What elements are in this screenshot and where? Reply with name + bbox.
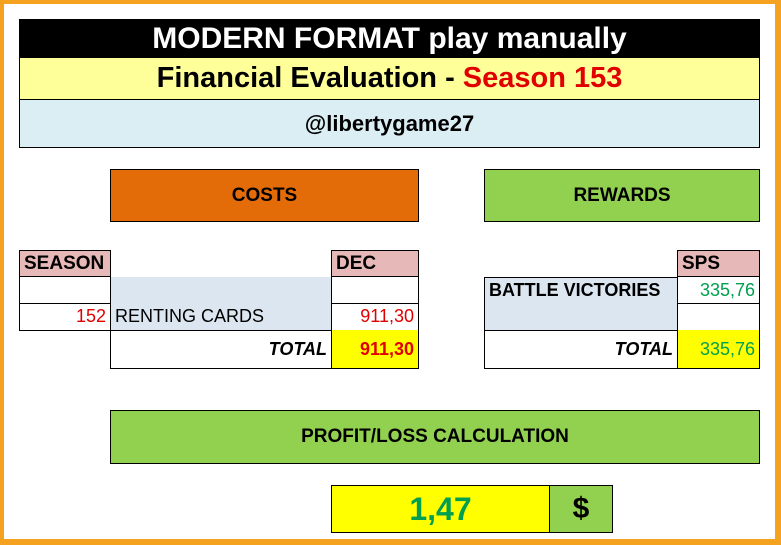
subtitle-prefix: Financial Evaluation - xyxy=(156,62,463,94)
costs-currency-header-label: DEC xyxy=(336,252,377,274)
costs-total-value: 911,30 xyxy=(331,330,419,369)
costs-row-1-value xyxy=(331,277,419,304)
costs-heading: COSTS xyxy=(110,169,419,222)
rewards-total-value: 335,76 xyxy=(677,330,760,369)
costs-heading-label: COSTS xyxy=(231,184,298,206)
costs-row-2-season-text: 152 xyxy=(75,306,106,326)
rewards-currency-header: SPS xyxy=(677,250,760,277)
spreadsheet: MODERN FORMAT play manually Financial Ev… xyxy=(4,4,775,539)
profit-loss-heading-label: PROFIT/LOSS CALCULATION xyxy=(301,426,569,447)
costs-total-value-text: 911,30 xyxy=(359,338,414,359)
costs-row-2-value-text: 911,30 xyxy=(360,306,414,326)
costs-currency-header: DEC xyxy=(331,250,419,277)
costs-row-1-season xyxy=(19,277,111,304)
costs-row-2-value: 911,30 xyxy=(331,303,419,331)
rewards-row-1-label-text: BATTLE VICTORIES xyxy=(489,280,661,300)
handle-bar: @libertygame27 xyxy=(19,100,760,148)
profit-value-text: 1,47 xyxy=(409,490,472,527)
costs-season-header-label: SEASON xyxy=(24,252,105,274)
subtitle-season: Season 153 xyxy=(462,62,623,94)
profit-value: 1,47 xyxy=(331,485,550,533)
rewards-total-label: TOTAL xyxy=(484,330,678,369)
dollar-sign: $ xyxy=(572,492,590,525)
costs-row-1-label xyxy=(110,277,332,304)
rewards-heading-label: REWARDS xyxy=(573,184,671,206)
costs-row-2-label-text: RENTING CARDS xyxy=(115,306,265,326)
costs-row-2-label: RENTING CARDS xyxy=(110,303,332,331)
costs-season-header: SEASON xyxy=(19,250,111,277)
costs-row-2-season: 152 xyxy=(19,303,111,331)
page-title: MODERN FORMAT play manually xyxy=(152,21,627,55)
profit-loss-heading: PROFIT/LOSS CALCULATION xyxy=(110,410,760,464)
rewards-total-label-text: TOTAL xyxy=(614,338,673,359)
rewards-row-2-label xyxy=(484,303,678,331)
rewards-row-1-value-text: 335,76 xyxy=(699,279,755,300)
rewards-heading: REWARDS xyxy=(484,169,760,222)
rewards-total-value-text: 335,76 xyxy=(699,338,755,359)
rewards-currency-header-label: SPS xyxy=(682,252,721,274)
title-bar: MODERN FORMAT play manually xyxy=(19,19,760,58)
costs-total-label-text: TOTAL xyxy=(268,338,327,359)
subtitle-bar: Financial Evaluation - Season 153 xyxy=(19,58,760,100)
handle-label: @libertygame27 xyxy=(304,110,475,136)
rewards-row-1-value: 335,76 xyxy=(677,277,760,304)
profit-currency: $ xyxy=(549,485,613,533)
rewards-row-2-value xyxy=(677,303,760,331)
costs-total-label: TOTAL xyxy=(110,330,332,369)
rewards-row-1-label: BATTLE VICTORIES xyxy=(484,277,678,304)
